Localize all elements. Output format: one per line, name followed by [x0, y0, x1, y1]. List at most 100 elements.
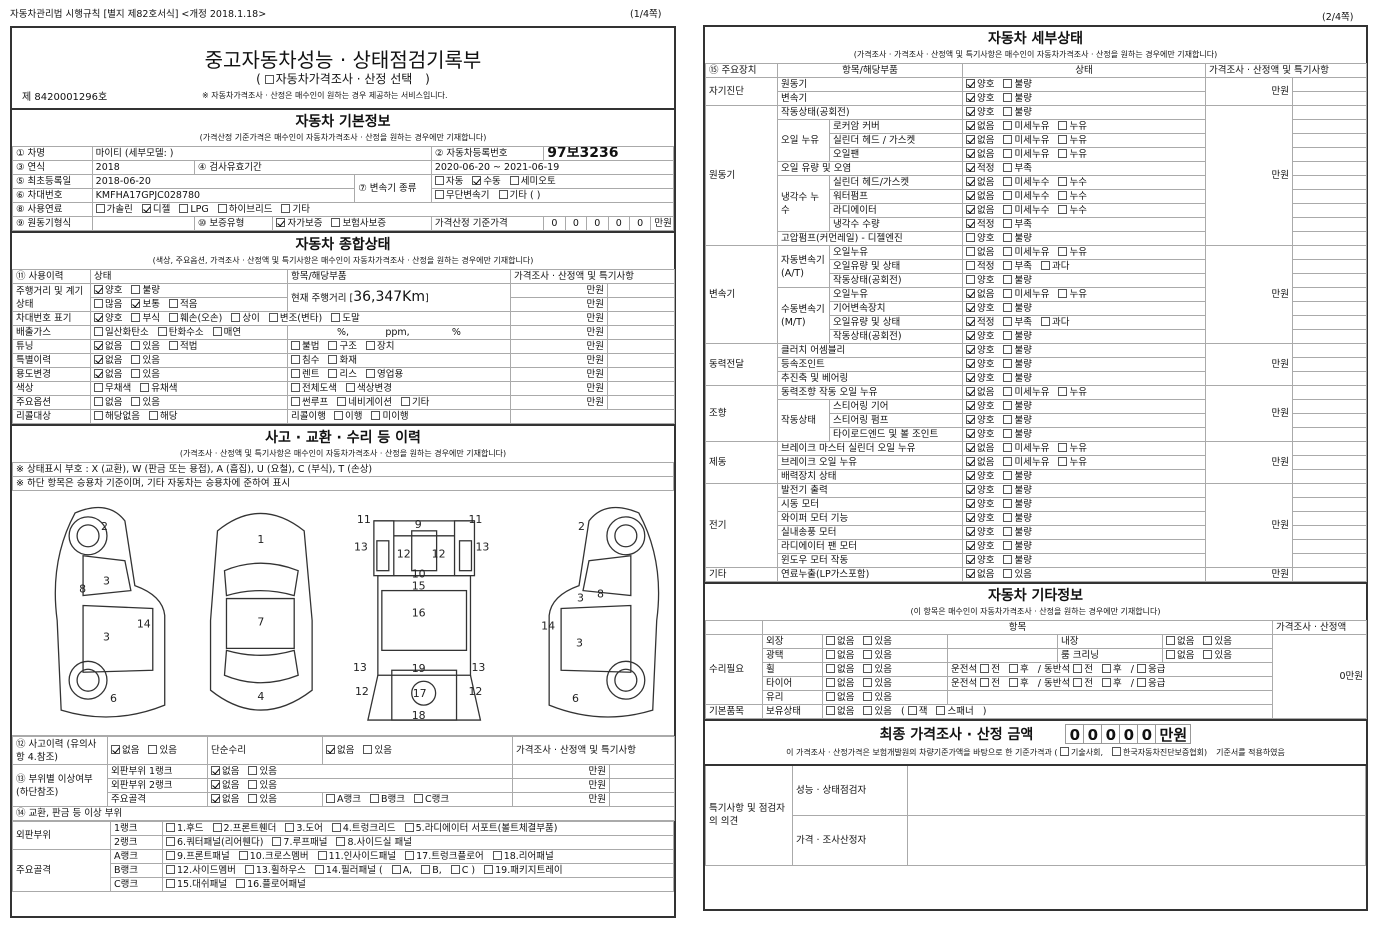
- checked-checkbox-icon[interactable]: [94, 369, 103, 378]
- checkbox-icon[interactable]: [231, 313, 241, 322]
- checkbox-option[interactable]: 누유: [1058, 289, 1087, 300]
- checkbox-icon[interactable]: [907, 706, 917, 715]
- checkbox-icon[interactable]: [826, 692, 835, 701]
- checkbox-icon[interactable]: [1058, 135, 1068, 144]
- checkbox-option[interactable]: 적정: [966, 163, 994, 174]
- checkbox-option[interactable]: 없음: [1166, 650, 1194, 661]
- checkbox-icon[interactable]: [248, 780, 258, 789]
- checkbox-icon[interactable]: [1136, 664, 1146, 673]
- checkbox-option[interactable]: 불량: [1003, 93, 1032, 104]
- checkbox-icon[interactable]: [1003, 471, 1013, 480]
- checkbox-option[interactable]: 없음: [826, 664, 854, 675]
- checkbox-icon[interactable]: [1040, 261, 1050, 270]
- checked-checkbox-icon[interactable]: [966, 429, 975, 438]
- checkbox-icon[interactable]: [1058, 387, 1068, 396]
- checkbox-option[interactable]: 양호: [966, 359, 994, 370]
- checkbox-icon[interactable]: [1003, 205, 1013, 214]
- checkbox-option[interactable]: 불량: [1003, 485, 1032, 496]
- checkbox-option[interactable]: 과다: [1040, 261, 1069, 272]
- checkbox-icon[interactable]: [1003, 261, 1013, 270]
- checkbox-icon[interactable]: [94, 397, 103, 406]
- checked-checkbox-icon[interactable]: [94, 313, 103, 322]
- checkbox-icon[interactable]: [337, 397, 347, 406]
- checkbox-option[interactable]: 없음: [211, 766, 239, 777]
- checkbox-option[interactable]: 불량: [1003, 79, 1032, 90]
- checkbox-option[interactable]: 15.대쉬패널: [166, 879, 227, 890]
- checkbox-icon[interactable]: [1003, 527, 1013, 536]
- checkbox-option[interactable]: 양호: [94, 285, 122, 296]
- checkbox-icon[interactable]: [450, 865, 460, 874]
- checkbox-option[interactable]: 부식: [131, 313, 160, 324]
- checked-checkbox-icon[interactable]: [141, 204, 151, 213]
- checkbox-icon[interactable]: [326, 794, 335, 803]
- checkbox-icon[interactable]: [272, 837, 282, 846]
- checkbox-option[interactable]: 미세누수: [1003, 191, 1049, 202]
- checkbox-option[interactable]: 6.쿼터패널(리어휀다): [166, 837, 263, 848]
- checkbox-icon[interactable]: [1203, 636, 1213, 645]
- checkbox-icon[interactable]: [212, 327, 222, 336]
- checkbox-icon[interactable]: [1003, 93, 1013, 102]
- checkbox-option[interactable]: 전: [1073, 664, 1093, 675]
- checkbox-option[interactable]: 탄화수소: [157, 327, 204, 338]
- checkbox-option[interactable]: 누유: [1058, 443, 1087, 454]
- checkbox-option[interactable]: 양호: [966, 331, 994, 342]
- checkbox-option[interactable]: 이행: [333, 411, 362, 422]
- checked-checkbox-icon[interactable]: [966, 541, 975, 550]
- checkbox-icon[interactable]: [140, 383, 150, 392]
- checkbox-option[interactable]: 없음: [826, 650, 854, 661]
- checkbox-icon[interactable]: [966, 233, 975, 242]
- checkbox-option[interactable]: 누유: [1058, 247, 1087, 258]
- checkbox-option[interactable]: 스패너: [936, 706, 974, 717]
- checkbox-option[interactable]: 전: [980, 664, 1000, 675]
- checkbox-icon[interactable]: [863, 650, 873, 659]
- checkbox-option[interactable]: 없음: [826, 706, 854, 717]
- checkbox-option[interactable]: 양호: [94, 313, 122, 324]
- checkbox-option[interactable]: 없음: [966, 569, 994, 580]
- checkbox-option[interactable]: 없음: [966, 135, 994, 146]
- checkbox-option[interactable]: 수동: [472, 176, 501, 187]
- checkbox-icon[interactable]: [1003, 359, 1013, 368]
- checkbox-icon[interactable]: [1003, 569, 1013, 578]
- checked-checkbox-icon[interactable]: [966, 387, 975, 396]
- checkbox-icon[interactable]: [1003, 317, 1013, 326]
- checkbox-option[interactable]: A,: [391, 865, 412, 876]
- checked-checkbox-icon[interactable]: [966, 527, 975, 536]
- checkbox-option[interactable]: 없음: [826, 678, 854, 689]
- checkbox-icon[interactable]: [157, 327, 167, 336]
- checkbox-icon[interactable]: [212, 823, 222, 832]
- checkbox-option[interactable]: 양호: [966, 485, 994, 496]
- checkbox-icon[interactable]: [328, 341, 338, 350]
- checkbox-option[interactable]: 응급: [1136, 664, 1165, 675]
- checkbox-icon[interactable]: [1003, 219, 1013, 228]
- checkbox-option[interactable]: 14.필러패널 (: [314, 865, 383, 876]
- checkbox-option[interactable]: 미세누유: [1003, 121, 1049, 132]
- checkbox-option[interactable]: 보통: [131, 299, 160, 310]
- checkbox-option[interactable]: 기타 ( ): [498, 190, 540, 201]
- checkbox-icon[interactable]: [863, 678, 873, 687]
- checkbox-option[interactable]: 해당: [148, 411, 177, 422]
- checkbox-option[interactable]: 미세누유: [1003, 289, 1049, 300]
- checkbox-option[interactable]: 영업용: [365, 369, 403, 380]
- checkbox-option[interactable]: 불량: [1003, 233, 1032, 244]
- checkbox-option[interactable]: 17.트렁크플로어: [405, 851, 484, 862]
- checkbox-option[interactable]: 불량: [1003, 499, 1032, 510]
- checkbox-option[interactable]: 없음: [1166, 636, 1194, 647]
- checkbox-icon[interactable]: [291, 369, 300, 378]
- checkbox-option[interactable]: 적음: [168, 299, 197, 310]
- checked-checkbox-icon[interactable]: [966, 205, 975, 214]
- checked-checkbox-icon[interactable]: [966, 219, 975, 228]
- checked-checkbox-icon[interactable]: [966, 191, 975, 200]
- checked-checkbox-icon[interactable]: [966, 569, 975, 578]
- checkbox-option[interactable]: 양호: [966, 233, 994, 244]
- checkbox-icon[interactable]: [863, 664, 873, 673]
- checkbox-option[interactable]: 있음: [863, 706, 892, 717]
- checkbox-icon[interactable]: [285, 823, 295, 832]
- checkbox-icon[interactable]: [509, 176, 519, 185]
- checkbox-icon[interactable]: [291, 397, 300, 406]
- checkbox-icon[interactable]: [94, 411, 103, 420]
- checkbox-icon[interactable]: [131, 313, 141, 322]
- checkbox-option[interactable]: 전: [980, 678, 1000, 689]
- checkbox-icon[interactable]: [317, 851, 327, 860]
- checkbox-icon[interactable]: [1003, 513, 1013, 522]
- checkbox-option[interactable]: 있음: [248, 794, 277, 805]
